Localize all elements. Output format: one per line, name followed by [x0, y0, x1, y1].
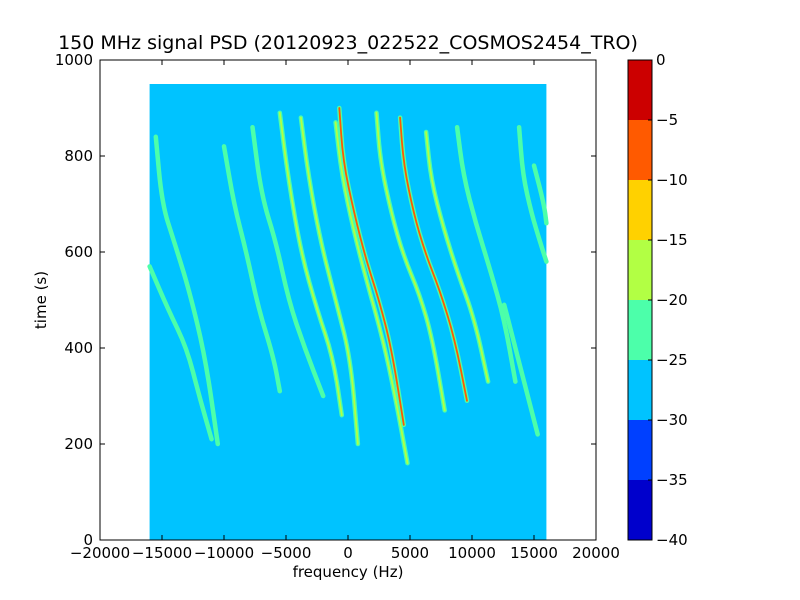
series-layer [147, 105, 549, 466]
colorbar-tick-label: 0 [656, 51, 666, 69]
signal-trace-8 [338, 107, 405, 426]
colorbar-band-8 [628, 60, 652, 120]
colorbar-tick-label: −30 [656, 411, 688, 429]
signal-trace-12 [456, 126, 517, 383]
y-axis: 0 200 400 600 800 1000 [55, 51, 596, 549]
colorbar-band-6 [628, 180, 652, 240]
colorbar-band-1 [628, 480, 652, 540]
x-tick-label: 0 [343, 544, 353, 562]
colorbar-tick-label: −40 [656, 531, 688, 549]
signal-trace-4 [251, 126, 325, 397]
colorbar: 0 −5 −10 −15 −20 −25 −30 −35 −40 [627, 51, 688, 549]
signal-trace-5 [278, 111, 343, 417]
x-tick-label: 5000 [391, 544, 429, 562]
colorbar-tick-label: −5 [656, 111, 678, 129]
signal-trace-2 [148, 265, 213, 441]
x-tick-label: −10000 [194, 544, 254, 562]
x-tick-label: 20000 [572, 544, 620, 562]
colorbar-band-5 [628, 240, 652, 300]
signal-trace-14 [503, 303, 539, 436]
colorbar-band-4 [628, 300, 652, 360]
signal-trace-3 [223, 145, 281, 393]
data-background [149, 84, 547, 540]
signal-trace-13 [518, 126, 548, 263]
signal-trace-11 [425, 131, 489, 383]
colorbar-band-2 [628, 420, 652, 480]
colorbar-tick-label: −15 [656, 231, 688, 249]
x-axis-label: frequency (Hz) [293, 563, 404, 581]
x-tick-label: −20000 [70, 544, 130, 562]
signal-trace-9 [375, 111, 446, 412]
x-tick-label: 10000 [448, 544, 496, 562]
y-tick-label: 1000 [55, 51, 93, 69]
signal-trace-15 [533, 164, 548, 225]
plot-area [147, 84, 549, 540]
colorbar-tick-label: −20 [656, 291, 688, 309]
x-tick-label: −15000 [132, 544, 192, 562]
y-tick-label: 200 [64, 435, 93, 453]
x-tick-label: −5000 [261, 544, 312, 562]
chart-title: 150 MHz signal PSD (20120923_022522_COSM… [58, 32, 638, 54]
colorbar-band-3 [628, 360, 652, 420]
y-tick-label: 400 [64, 339, 93, 357]
signal-trace-1 [154, 135, 219, 445]
y-axis-label: time (s) [32, 271, 50, 329]
x-axis: −20000 −15000 −10000 −5000 0 5000 10000 15000 20… [70, 60, 620, 562]
x-tick-label: 15000 [510, 544, 558, 562]
y-tick-label: 0 [83, 531, 93, 549]
colorbar-band-7 [628, 120, 652, 180]
colorbar-tick-label: −25 [656, 351, 688, 369]
signal-trace-10 [399, 116, 468, 402]
signal-trace-7 [334, 121, 409, 465]
colorbar-tick-label: −35 [656, 471, 688, 489]
y-tick-label: 600 [64, 243, 93, 261]
y-tick-label: 800 [64, 147, 93, 165]
colorbar-tick-label: −10 [656, 171, 688, 189]
signal-trace-6 [300, 116, 359, 445]
